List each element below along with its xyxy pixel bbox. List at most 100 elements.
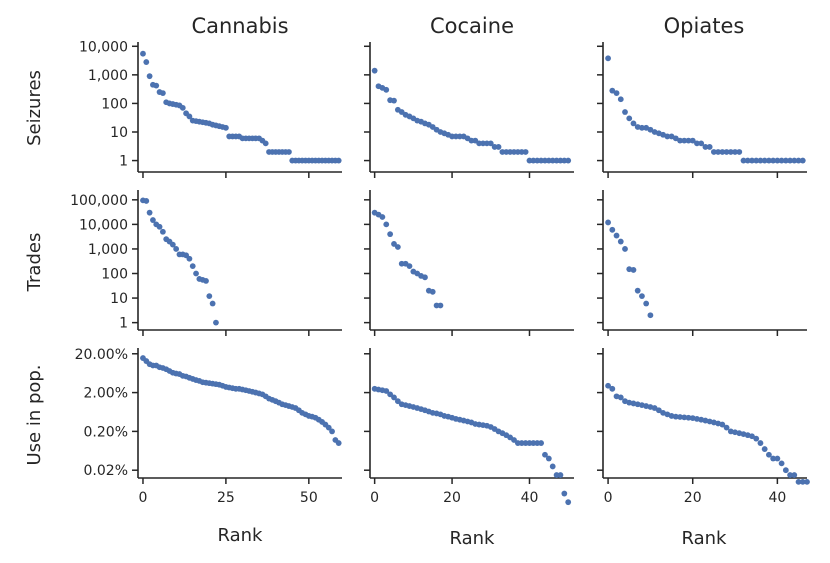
x-tick-label: 20 (443, 490, 461, 506)
data-point (565, 157, 572, 164)
data-point (757, 440, 764, 446)
data-point (740, 157, 747, 164)
y-tick-label: 1,000 (88, 242, 128, 258)
row-label-seizures: Seizures (24, 70, 45, 146)
x-tick-label: 25 (217, 490, 235, 506)
data-point (770, 157, 777, 164)
y-tick-label: 0.20% (84, 424, 128, 440)
panel-opiates-use: 0 20 40 (597, 348, 810, 506)
data-point (561, 490, 568, 497)
data-point (394, 398, 401, 405)
data-point (694, 140, 700, 147)
data-point (173, 246, 180, 252)
y-tick-label: 100,000 (70, 193, 128, 209)
data-point (609, 87, 616, 94)
data-point (549, 463, 556, 470)
data-point (391, 241, 397, 247)
y-tick-label: 2.00% (84, 386, 128, 402)
data-point (383, 221, 390, 228)
data-point (387, 391, 394, 398)
data-point (630, 267, 637, 273)
data-point (799, 478, 806, 485)
data-point (732, 149, 738, 155)
row-label-trades: Trades (24, 233, 45, 293)
data-point (605, 219, 611, 226)
data-point (617, 238, 624, 245)
data-point (335, 440, 342, 446)
data-point (685, 414, 692, 421)
data-point (371, 67, 378, 74)
panel-opiates-trades (597, 190, 807, 336)
data-point (723, 149, 730, 155)
y-tick-label: 1,000 (88, 68, 128, 84)
data-point (787, 157, 793, 164)
data-point (753, 157, 760, 164)
y-tick-label: 100 (101, 267, 128, 283)
data-point (605, 55, 611, 62)
data-point (622, 246, 628, 252)
y-tick-label: 1 (119, 154, 128, 170)
data-point (736, 149, 743, 155)
data-point (186, 255, 193, 262)
data-point (689, 137, 696, 144)
data-point (206, 293, 213, 300)
y-tick-label: 10 (110, 125, 128, 141)
data-point (715, 149, 722, 155)
data-point (617, 394, 624, 401)
data-point (791, 157, 798, 164)
data-point (203, 278, 209, 284)
x-axis-label-cocaine: Rank (450, 528, 496, 549)
data-point (387, 231, 394, 238)
panel-opiates-seizures (597, 42, 807, 178)
data-point (677, 414, 683, 420)
data-point (394, 244, 401, 250)
data-point (383, 86, 390, 93)
data-point (702, 144, 709, 150)
y-tick-label: 20.00% (75, 347, 128, 363)
data-point (626, 115, 633, 122)
data-point (140, 50, 146, 57)
panel-cannabis-trades: 100,000 10,000 1,000 100 10 1 (70, 190, 342, 336)
x-axis-label-cannabis: Rank (218, 525, 264, 546)
data-point (169, 241, 176, 248)
data-point (613, 90, 620, 96)
data-point (761, 157, 768, 164)
data-point (672, 413, 679, 420)
data-point (557, 472, 564, 478)
data-point (538, 440, 544, 446)
data-point (634, 287, 641, 294)
data-point (766, 451, 772, 458)
panel-cannabis-seizures: 10,000 1,000 100 10 1 (79, 39, 342, 178)
data-point (379, 214, 386, 220)
data-point (189, 263, 196, 270)
x-tick-label: 40 (521, 490, 539, 506)
x-axis-label-opiates: Rank (682, 528, 728, 549)
data-point (664, 133, 671, 140)
column-title-cannabis: Cannabis (191, 14, 288, 38)
data-point (685, 137, 692, 144)
data-point (778, 460, 785, 467)
data-point (609, 385, 616, 392)
data-point (639, 124, 645, 131)
data-point (193, 270, 199, 277)
data-point (698, 140, 705, 147)
data-point (286, 149, 292, 155)
data-point (681, 414, 688, 421)
data-point (437, 302, 444, 309)
row-label-use: Use in pop. (24, 364, 45, 465)
column-title-opiates: Opiates (664, 14, 745, 38)
data-point (146, 73, 153, 80)
data-point (391, 97, 397, 104)
data-point (542, 451, 548, 458)
panel-cocaine-use: 0 20 40 (364, 348, 574, 506)
data-point (804, 478, 810, 485)
y-tick-label: 1 (119, 316, 128, 332)
data-point (159, 90, 166, 96)
data-point (383, 388, 390, 394)
data-point (774, 157, 781, 164)
data-point (613, 232, 620, 239)
data-point (749, 433, 755, 440)
data-point (727, 149, 734, 155)
data-point (391, 394, 397, 401)
